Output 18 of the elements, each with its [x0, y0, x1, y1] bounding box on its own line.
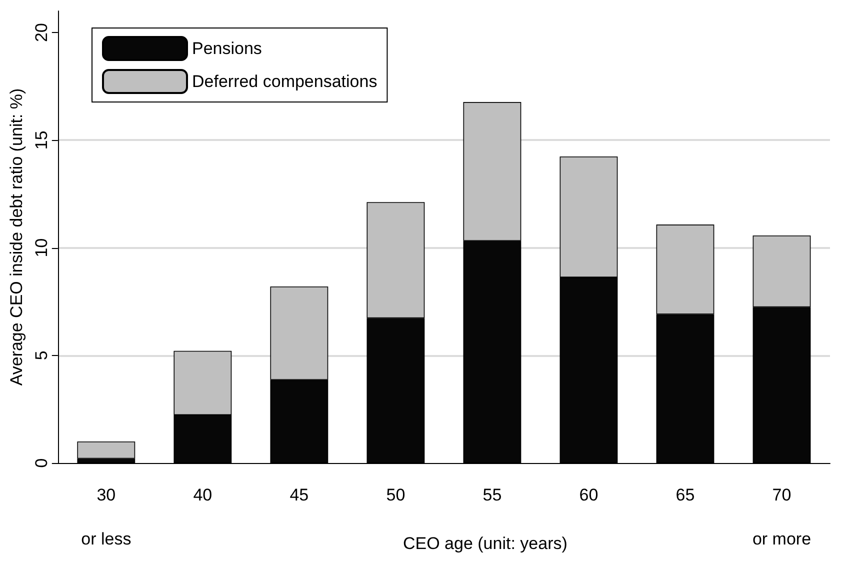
- x-tick-label: 50: [386, 486, 406, 504]
- x-tick-label: 60: [579, 486, 598, 504]
- category-label: 30 or less: [81, 486, 132, 548]
- x-tick-label: 65: [676, 486, 695, 504]
- y-tick-label: 20: [32, 23, 51, 42]
- y-tick-label: 10: [32, 238, 51, 258]
- category-label: 70 or more: [752, 486, 812, 548]
- x-axis-title: CEO age (unit: years): [403, 534, 568, 553]
- y-tick-label: 15: [32, 130, 51, 150]
- x-tick-label: 45: [290, 486, 309, 504]
- y-axis-title: Average CEO inside debt ratio (unit: %): [7, 88, 26, 386]
- legend-label: Deferred compensations: [192, 72, 378, 91]
- x-tick-label: 40: [193, 486, 212, 504]
- y-tick-label: 0: [32, 458, 51, 468]
- bar: [77, 441, 136, 459]
- x-tick-label: 55: [482, 486, 502, 504]
- legend-label: Pensions: [192, 39, 262, 58]
- y-tick-label: 5: [32, 350, 51, 360]
